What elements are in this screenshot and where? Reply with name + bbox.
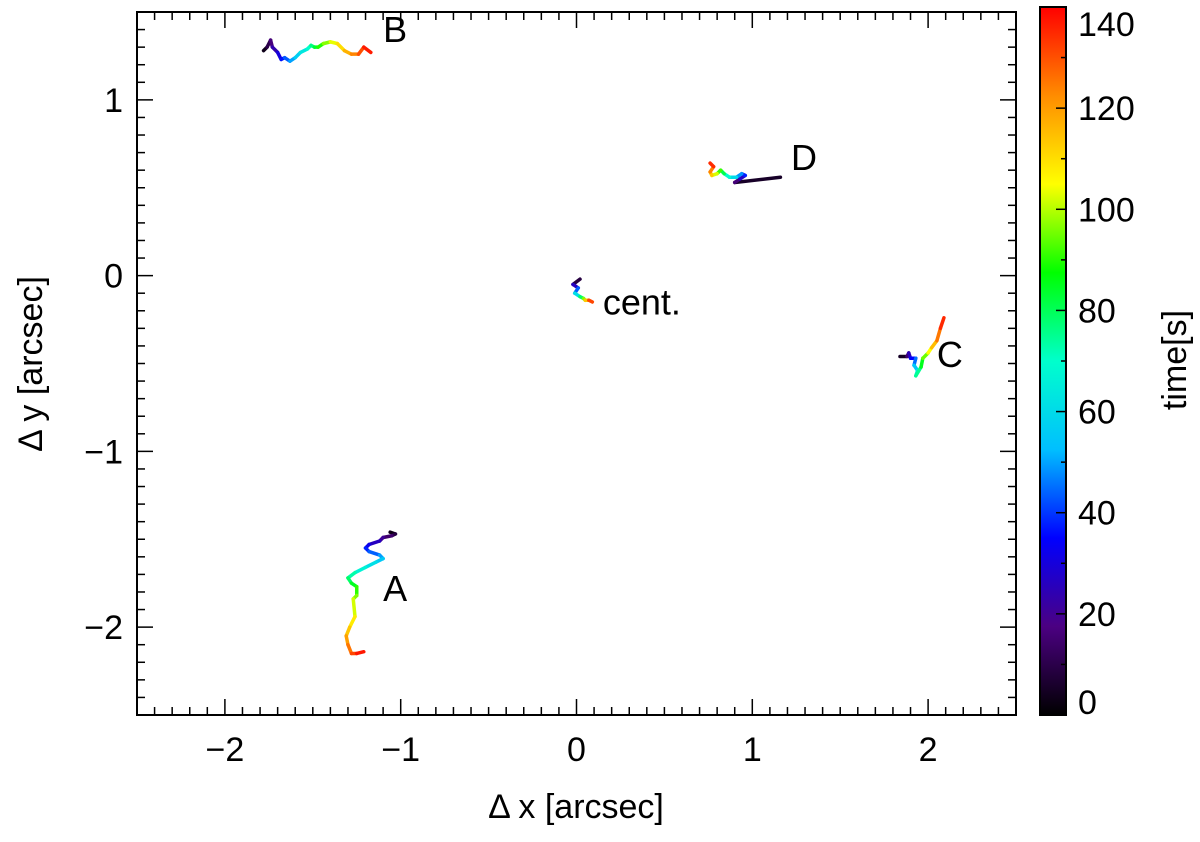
trajectory-segment bbox=[363, 560, 378, 570]
colorbar-tick-label: 40 bbox=[1078, 495, 1116, 533]
trajectory-segment bbox=[351, 597, 357, 619]
trajectory-segment bbox=[935, 326, 943, 343]
colorbar: 0 20 40 60 80 100 120 140 bbox=[1039, 6, 1135, 722]
trajectory-segment bbox=[732, 175, 783, 185]
series-label: C bbox=[937, 334, 963, 375]
y-tick-label: 1 bbox=[104, 82, 123, 120]
x-tick-label: 2 bbox=[919, 731, 938, 769]
y-tick-label: −1 bbox=[84, 433, 123, 471]
trajectory-2 bbox=[261, 38, 373, 63]
series-label: D bbox=[791, 137, 817, 178]
x-tick-label: −1 bbox=[381, 731, 420, 769]
plot-area bbox=[261, 38, 946, 656]
y-axis-title: Δ y [arcsec] bbox=[12, 276, 50, 452]
trajectory-5 bbox=[571, 277, 595, 304]
colorbar-tick-label: 120 bbox=[1078, 90, 1135, 128]
colorbar-tick-label: 60 bbox=[1078, 394, 1116, 432]
colorbar-tick-label: 80 bbox=[1078, 292, 1116, 330]
x-tick-label: 0 bbox=[567, 731, 586, 769]
x-tick-label: 1 bbox=[743, 731, 762, 769]
y-tick-label: −2 bbox=[84, 609, 123, 647]
trajectory-3 bbox=[898, 316, 946, 378]
colorbar-tick-label: 0 bbox=[1078, 684, 1097, 722]
axes: −2 −1 0 1 2 −2 −1 0 1 bbox=[84, 11, 1017, 769]
trajectory-segment bbox=[367, 539, 382, 547]
trajectory-segment bbox=[708, 161, 716, 169]
colorbar-title: time[s] bbox=[1156, 310, 1194, 410]
colorbar-tick-label: 100 bbox=[1078, 191, 1135, 229]
x-axis-title: Δ x [arcsec] bbox=[488, 788, 664, 826]
trajectory-segment bbox=[353, 565, 368, 575]
series-label: cent. bbox=[603, 281, 681, 322]
series-label: A bbox=[383, 568, 407, 609]
series-label: B bbox=[383, 9, 407, 50]
trajectory-segment bbox=[355, 649, 366, 656]
colorbar-tick-label: 20 bbox=[1078, 596, 1116, 634]
trajectory-segment bbox=[367, 549, 382, 557]
trajectory-1 bbox=[344, 530, 398, 656]
trajectory-4 bbox=[708, 161, 783, 185]
plot-frame bbox=[136, 11, 1017, 716]
trajectory-segment bbox=[362, 45, 373, 55]
y-tick-label: 0 bbox=[104, 258, 123, 296]
x-tick-label: −2 bbox=[206, 731, 245, 769]
trajectory-segment bbox=[587, 298, 595, 304]
trajectory-segment bbox=[938, 316, 946, 331]
trajectory-segment bbox=[347, 614, 357, 629]
colorbar-tick-label: 140 bbox=[1078, 6, 1135, 44]
